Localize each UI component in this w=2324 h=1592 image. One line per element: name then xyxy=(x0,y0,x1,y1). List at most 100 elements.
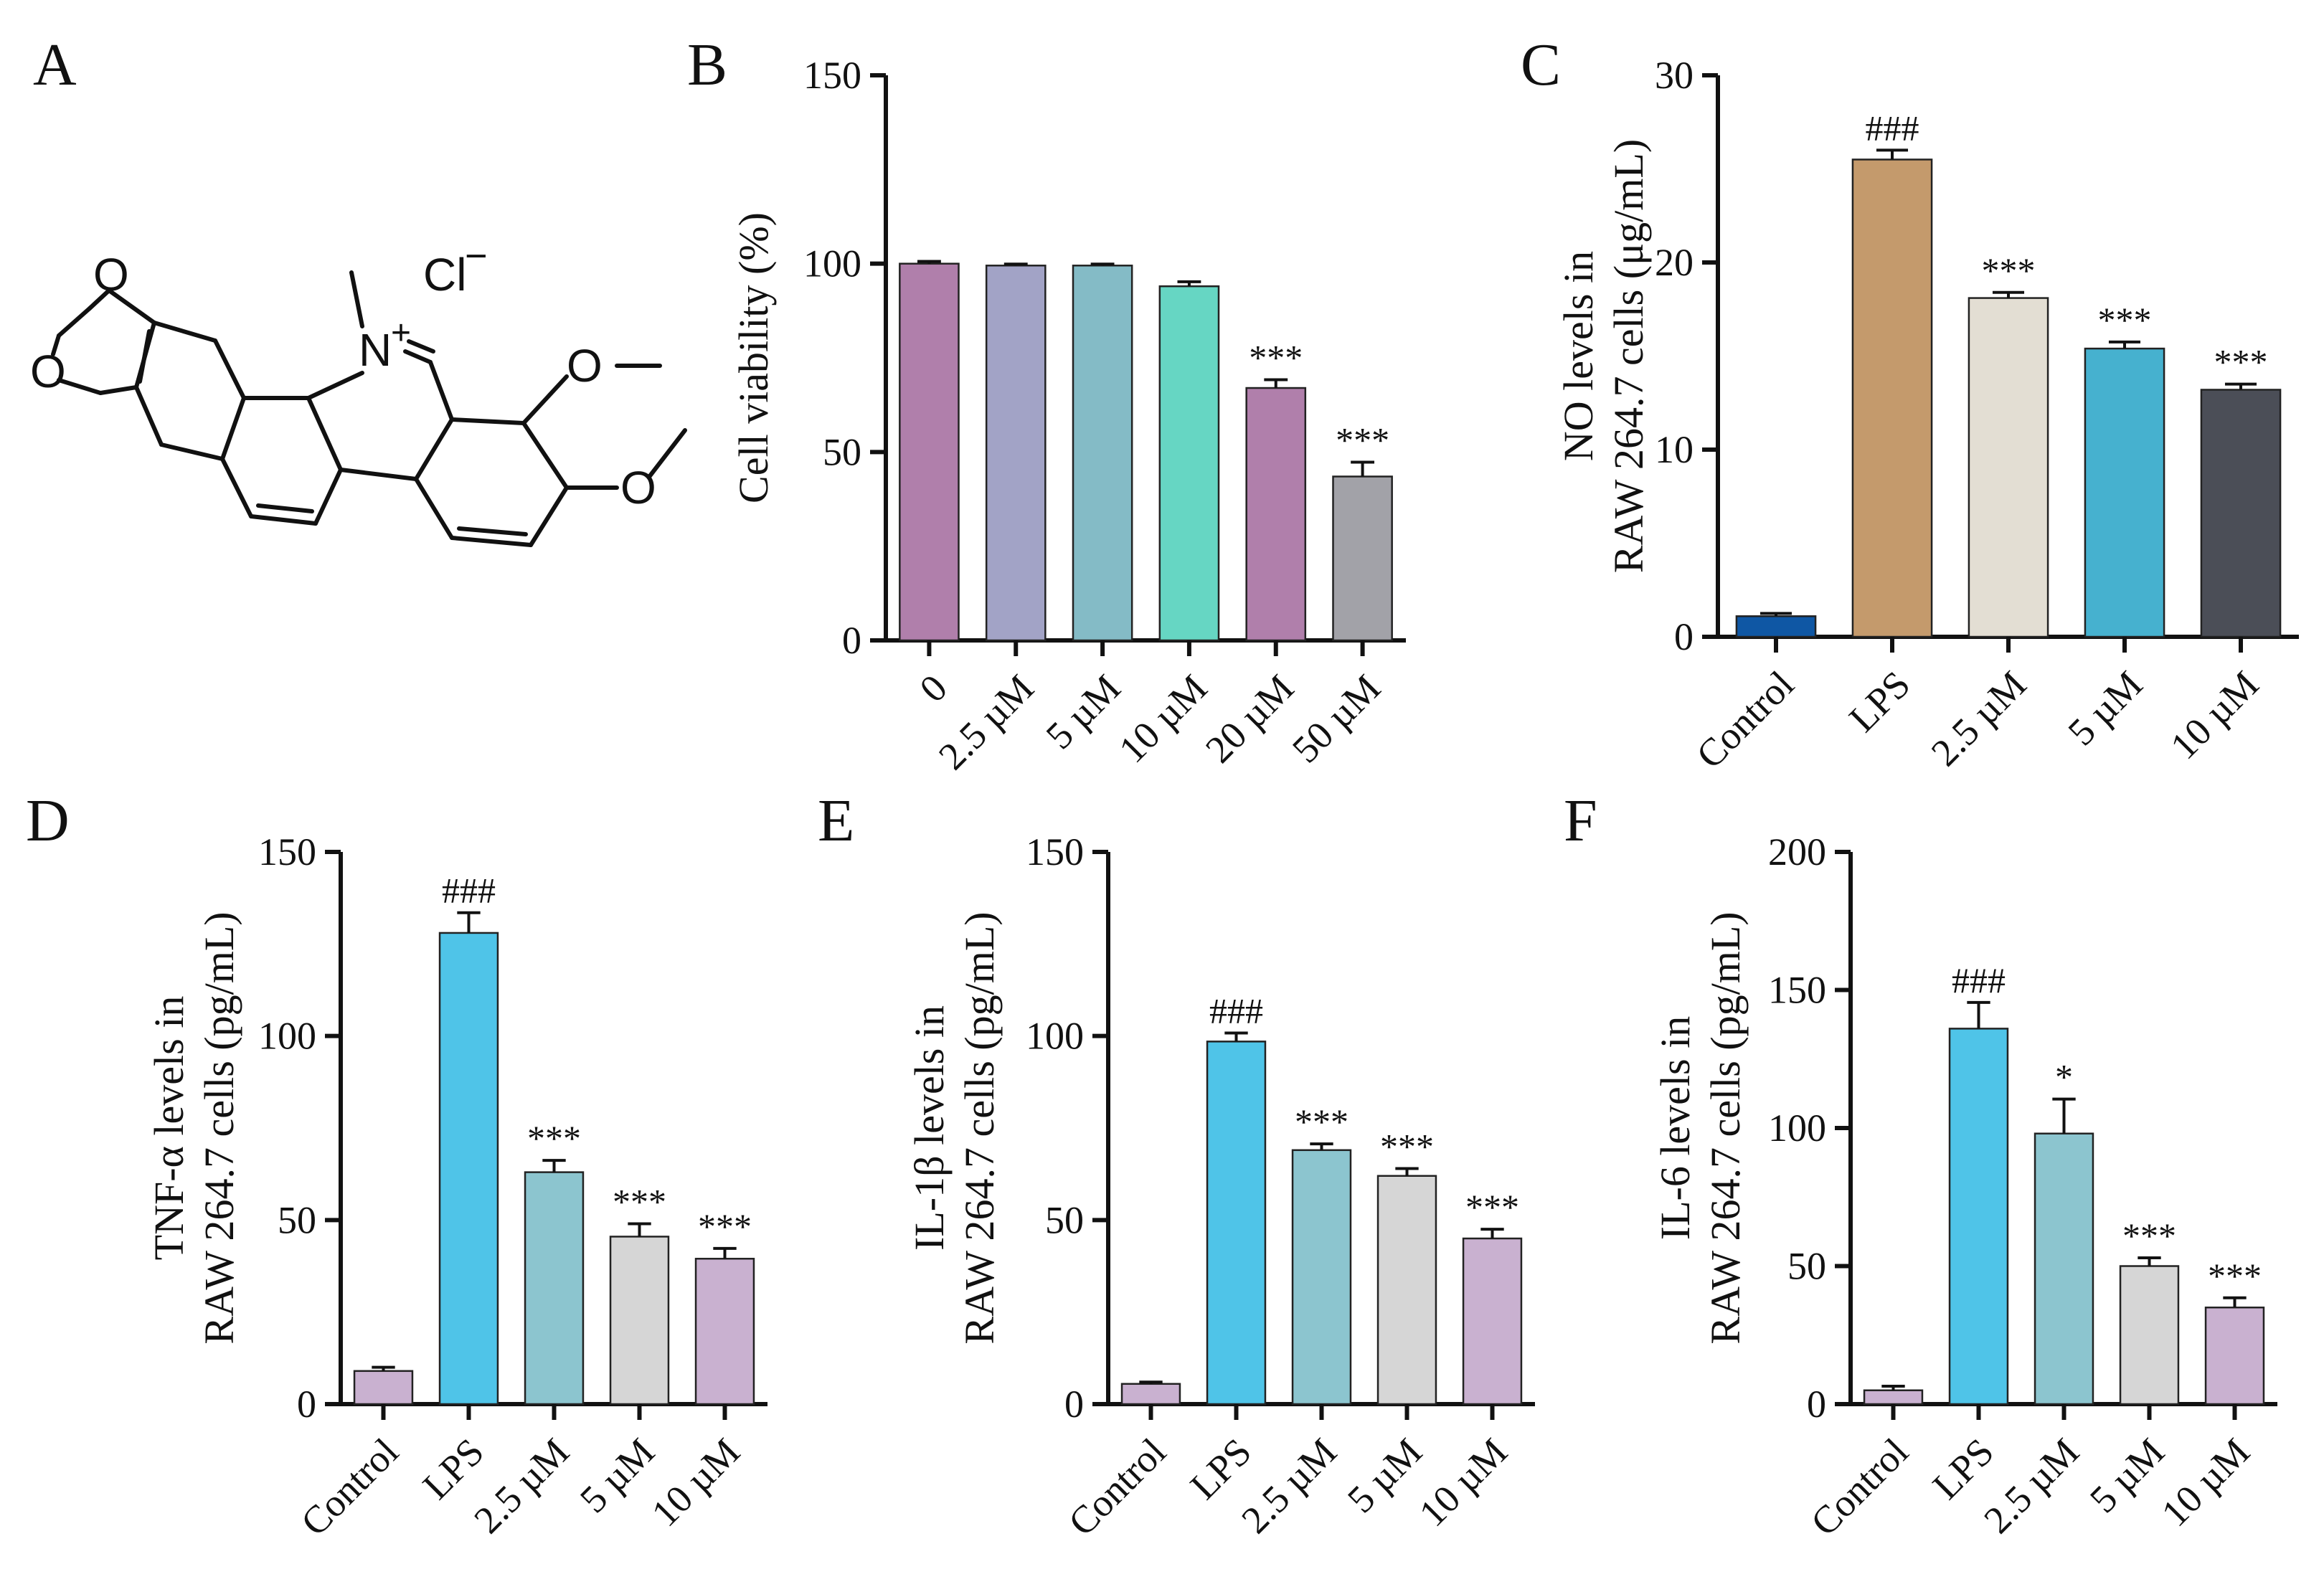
x-tick-label: 0 xyxy=(911,666,955,711)
bar xyxy=(1291,1149,1352,1406)
significance-label: *** xyxy=(613,1181,666,1221)
chemical-structure xyxy=(51,270,687,547)
x-tick-label: 20 µM xyxy=(1197,666,1302,771)
significance-label: *** xyxy=(1249,337,1303,377)
x-tick-label: 10 µM xyxy=(643,1430,748,1535)
y-tick-label: 200 xyxy=(1768,830,1826,873)
bar xyxy=(1863,1389,1924,1406)
atom-o2: O xyxy=(30,346,66,397)
chloride-charge: − xyxy=(465,234,488,278)
bar xyxy=(1158,285,1220,642)
significance-label: *** xyxy=(698,1206,752,1246)
y-tick-label: 100 xyxy=(803,242,861,285)
significance-label: *** xyxy=(1982,250,2036,290)
bar xyxy=(2204,1307,2265,1406)
bar xyxy=(1968,297,2049,638)
x-tick-label: 2.5 µM xyxy=(1233,1430,1345,1542)
atom-n-charge: + xyxy=(391,314,411,352)
chart-panel-e: 0 50 100 150 IL-1β levels in RAW 264.7 cells … xyxy=(906,830,1535,1544)
x-tick-label: 50 µM xyxy=(1284,666,1389,771)
y-tick-label: 10 xyxy=(1655,428,1694,471)
x-tick-label: 2.5 µM xyxy=(1975,1430,2087,1542)
panel-label-e: E xyxy=(818,787,854,854)
y-tick-label: 50 xyxy=(1787,1245,1826,1288)
significance-label: *** xyxy=(527,1118,581,1158)
y-tick-label: 150 xyxy=(258,830,316,873)
bar xyxy=(524,1171,585,1406)
bar xyxy=(1245,387,1307,642)
x-tick-label: 10 µM xyxy=(1411,1430,1516,1535)
x-tick-label: Control xyxy=(1803,1430,1917,1544)
x-tick-label: 10 µM xyxy=(1110,666,1215,771)
significance-label: * xyxy=(2055,1057,2073,1097)
atom-o3: O xyxy=(567,340,603,392)
bar xyxy=(1462,1237,1523,1406)
significance-label: ### xyxy=(442,871,496,911)
bar xyxy=(2034,1132,2094,1406)
chemical-structure-atoms: O O N + Cl − O O xyxy=(30,234,656,513)
panel-label-c: C xyxy=(1521,32,1561,98)
y-axis-label: RAW 264.7 cells (pg/mL) xyxy=(1702,911,1749,1344)
y-tick-label: 50 xyxy=(1045,1198,1084,1241)
y-tick-label: 50 xyxy=(823,430,861,473)
y-tick-label: 100 xyxy=(1768,1107,1826,1150)
y-tick-label: 100 xyxy=(1026,1015,1084,1058)
significance-label: ### xyxy=(1209,991,1263,1031)
bar xyxy=(2200,389,2282,638)
x-tick-label: 10 µM xyxy=(2153,1430,2258,1535)
y-tick-label: 150 xyxy=(1026,830,1084,873)
bar xyxy=(899,262,960,642)
y-tick-label: 0 xyxy=(1674,615,1694,658)
x-tick-label: 5 µM xyxy=(2059,663,2150,754)
bar xyxy=(694,1257,755,1406)
chart-panel-c: 0 10 20 30 NO levels in RAW 264.7 cells (μg/m… xyxy=(1555,54,2299,777)
bar xyxy=(1206,1041,1267,1406)
y-axis-label: IL-6 levels in xyxy=(1652,1016,1699,1240)
x-tick-label: Control xyxy=(293,1430,407,1544)
y-tick-label: 150 xyxy=(803,54,861,97)
significance-label: *** xyxy=(2098,300,2152,340)
y-tick-label: 100 xyxy=(258,1015,316,1058)
y-tick-label: 30 xyxy=(1655,54,1694,97)
bar xyxy=(1851,158,1933,638)
x-tick-label: Control xyxy=(1688,663,1802,777)
significance-label: ### xyxy=(1952,960,2006,1000)
y-tick-label: 20 xyxy=(1655,241,1694,284)
atom-o1: O xyxy=(93,249,129,300)
chart-panel-d: 0 50 100 150 TNF-α levels in RAW 264.7 cells … xyxy=(146,830,767,1544)
chloride-ion: Cl xyxy=(423,249,466,300)
y-axis-label: Cell viability (%) xyxy=(730,212,777,503)
bar xyxy=(1332,475,1393,642)
significance-label: *** xyxy=(1380,1126,1434,1166)
bar xyxy=(2119,1265,2180,1406)
x-tick-label: LPS xyxy=(1841,663,1918,740)
bar xyxy=(2084,347,2165,638)
y-axis-label: RAW 264.7 cells (pg/mL) xyxy=(956,911,1003,1344)
significance-label: *** xyxy=(1295,1101,1348,1142)
y-axis-label: RAW 264.7 cells (μg/mL) xyxy=(1605,139,1652,573)
significance-label: *** xyxy=(1336,420,1389,460)
bar xyxy=(353,1370,414,1406)
y-tick-label: 50 xyxy=(278,1198,316,1241)
atom-o4: O xyxy=(620,462,656,513)
bar xyxy=(609,1236,670,1406)
bar xyxy=(438,932,499,1406)
bar xyxy=(1735,615,1817,638)
significance-label: ### xyxy=(1866,108,1919,148)
bar xyxy=(1376,1175,1437,1406)
significance-label: *** xyxy=(2208,1256,2262,1296)
x-tick-label: 10 µM xyxy=(2162,663,2267,767)
y-tick-label: 0 xyxy=(1807,1383,1826,1426)
significance-label: *** xyxy=(1465,1187,1519,1227)
bar xyxy=(1948,1028,2009,1406)
x-tick-label: 2.5 µM xyxy=(466,1430,577,1542)
y-axis-label: IL-1β levels in xyxy=(906,1005,953,1251)
y-tick-label: 0 xyxy=(842,619,861,662)
atom-n: N xyxy=(359,324,392,376)
y-axis-label: RAW 264.7 cells (pg/mL) xyxy=(196,911,242,1344)
bar xyxy=(985,265,1047,642)
x-tick-label: 2.5 µM xyxy=(930,666,1042,778)
y-tick-label: 0 xyxy=(297,1383,316,1426)
